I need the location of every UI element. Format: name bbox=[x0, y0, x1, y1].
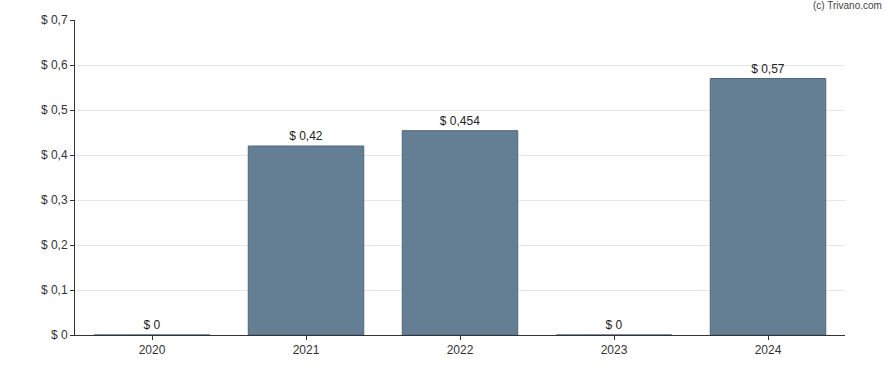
svg-text:$ 0: $ 0 bbox=[605, 318, 622, 332]
svg-text:$ 0,42: $ 0,42 bbox=[289, 129, 323, 143]
svg-text:2020: 2020 bbox=[139, 343, 166, 357]
svg-text:$ 0,57: $ 0,57 bbox=[751, 62, 785, 76]
svg-text:$ 0,7: $ 0,7 bbox=[41, 13, 68, 27]
svg-text:2022: 2022 bbox=[447, 343, 474, 357]
svg-text:$ 0,454: $ 0,454 bbox=[440, 114, 480, 128]
svg-text:2021: 2021 bbox=[293, 343, 320, 357]
svg-text:2024: 2024 bbox=[755, 343, 782, 357]
svg-text:$ 0: $ 0 bbox=[51, 328, 68, 342]
svg-text:$ 0,6: $ 0,6 bbox=[41, 58, 68, 72]
svg-text:2023: 2023 bbox=[601, 343, 628, 357]
svg-text:$ 0,1: $ 0,1 bbox=[41, 283, 68, 297]
svg-text:$ 0,2: $ 0,2 bbox=[41, 238, 68, 252]
svg-text:$ 0,4: $ 0,4 bbox=[41, 148, 68, 162]
svg-text:$ 0,3: $ 0,3 bbox=[41, 193, 68, 207]
svg-text:(c) Trivano.com: (c) Trivano.com bbox=[813, 0, 882, 11]
svg-text:$ 0: $ 0 bbox=[143, 318, 160, 332]
svg-text:$ 0,5: $ 0,5 bbox=[41, 103, 68, 117]
